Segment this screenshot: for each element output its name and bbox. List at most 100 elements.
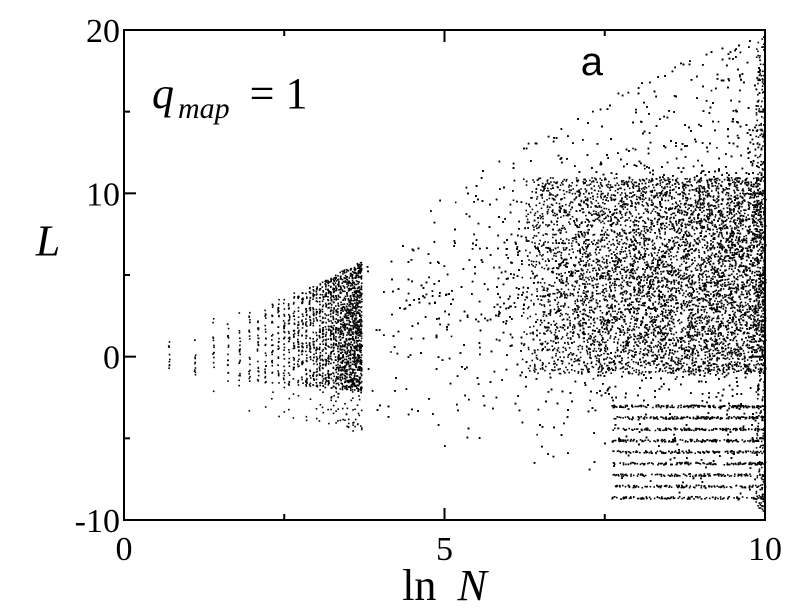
scatter-point bbox=[297, 306, 300, 309]
scatter-point bbox=[309, 306, 312, 309]
scatter-point bbox=[351, 276, 354, 278]
scatter-point bbox=[360, 278, 363, 280]
scatter-point bbox=[360, 324, 363, 327]
scatter-point bbox=[340, 333, 342, 335]
scatter-point bbox=[319, 352, 322, 354]
scatter-point bbox=[329, 310, 332, 313]
scatter-point bbox=[325, 314, 328, 317]
scatter-point bbox=[319, 331, 321, 333]
scatter-point bbox=[341, 337, 344, 339]
scatter-point bbox=[283, 346, 286, 349]
scatter-point bbox=[359, 301, 361, 304]
scatter-point bbox=[248, 315, 250, 318]
scatter-point bbox=[343, 286, 346, 288]
scatter-point bbox=[360, 325, 363, 328]
scatter-point bbox=[358, 312, 360, 315]
scatter-point bbox=[350, 267, 353, 270]
scatter-point bbox=[352, 422, 354, 424]
scatter-point bbox=[325, 339, 327, 342]
scatter-point bbox=[292, 393, 295, 395]
scatter-point bbox=[322, 316, 324, 319]
scatter-point bbox=[353, 271, 355, 274]
scatter-point bbox=[335, 285, 337, 287]
scatter-point bbox=[334, 356, 337, 358]
scatter-point bbox=[350, 376, 352, 379]
scatter-point bbox=[322, 343, 325, 345]
scatter-point bbox=[347, 426, 350, 428]
scatter-point bbox=[257, 328, 260, 331]
scatter-point bbox=[348, 301, 350, 303]
scatter-point bbox=[344, 344, 346, 347]
scatter-point bbox=[271, 335, 273, 337]
scatter-point bbox=[264, 360, 267, 363]
scatter-point bbox=[347, 312, 350, 314]
scatter-point bbox=[318, 373, 321, 376]
scatter-point bbox=[353, 325, 355, 327]
scatter-point bbox=[344, 313, 347, 316]
scatter-point bbox=[333, 279, 335, 282]
scatter-point bbox=[318, 312, 321, 314]
scatter-point bbox=[226, 364, 229, 367]
scatter-point bbox=[359, 265, 362, 268]
scatter-point bbox=[350, 348, 353, 351]
scatter-point bbox=[271, 351, 273, 354]
scatter-point bbox=[360, 340, 362, 342]
scatter-point bbox=[340, 329, 342, 331]
scatter-point bbox=[327, 318, 330, 321]
scatter-point bbox=[361, 427, 363, 429]
scatter-point bbox=[353, 385, 356, 387]
scatter-point bbox=[337, 283, 340, 285]
scatter-point bbox=[315, 375, 318, 377]
scatter-point bbox=[333, 342, 335, 345]
scatter-point bbox=[337, 304, 340, 306]
scatter-point bbox=[358, 348, 361, 350]
scatter-point bbox=[227, 337, 230, 339]
scatter-point bbox=[360, 268, 363, 271]
scatter-point bbox=[319, 369, 321, 372]
scatter-point bbox=[337, 368, 340, 371]
scatter-point bbox=[296, 363, 299, 366]
scatter-point bbox=[248, 370, 250, 373]
scatter-point bbox=[327, 292, 330, 295]
scatter-point bbox=[325, 304, 328, 307]
scatter-point bbox=[316, 338, 318, 341]
scatter-point bbox=[342, 321, 345, 324]
scatter-point bbox=[353, 340, 356, 342]
scatter-point bbox=[356, 305, 359, 307]
scatter-point bbox=[341, 376, 344, 378]
scatter-point bbox=[293, 323, 296, 325]
scatter-point bbox=[283, 325, 285, 328]
scatter-point bbox=[348, 329, 350, 332]
scatter-point bbox=[348, 289, 351, 291]
scatter-point bbox=[358, 361, 360, 363]
scatter-point bbox=[305, 314, 308, 317]
scatter-point bbox=[330, 297, 332, 299]
scatter-point bbox=[360, 286, 363, 289]
scatter-point bbox=[319, 384, 321, 387]
scatter-point bbox=[322, 363, 325, 366]
scatter-point bbox=[347, 349, 350, 352]
scatter-point bbox=[312, 331, 315, 334]
scatter-point bbox=[227, 353, 229, 356]
scatter-point bbox=[344, 274, 347, 277]
scatter-point bbox=[312, 294, 314, 297]
scatter-point bbox=[343, 269, 346, 271]
scatter-point bbox=[238, 350, 241, 352]
scatter-point bbox=[325, 281, 327, 283]
scatter-point bbox=[308, 344, 311, 346]
scatter-point bbox=[339, 366, 341, 369]
scatter-point bbox=[344, 280, 347, 282]
scatter-point bbox=[343, 349, 346, 351]
scatter-point bbox=[332, 290, 335, 293]
scatter-point bbox=[330, 306, 333, 309]
scatter-point bbox=[327, 357, 329, 360]
scatter-point bbox=[343, 277, 346, 279]
scatter-point bbox=[354, 372, 357, 374]
scatter-point bbox=[359, 335, 361, 337]
scatter-point bbox=[357, 390, 360, 392]
scatter-point bbox=[297, 331, 299, 333]
scatter-point bbox=[168, 346, 170, 348]
scatter-point bbox=[358, 281, 360, 283]
scatter-point bbox=[297, 334, 300, 337]
scatter-point bbox=[332, 350, 334, 352]
